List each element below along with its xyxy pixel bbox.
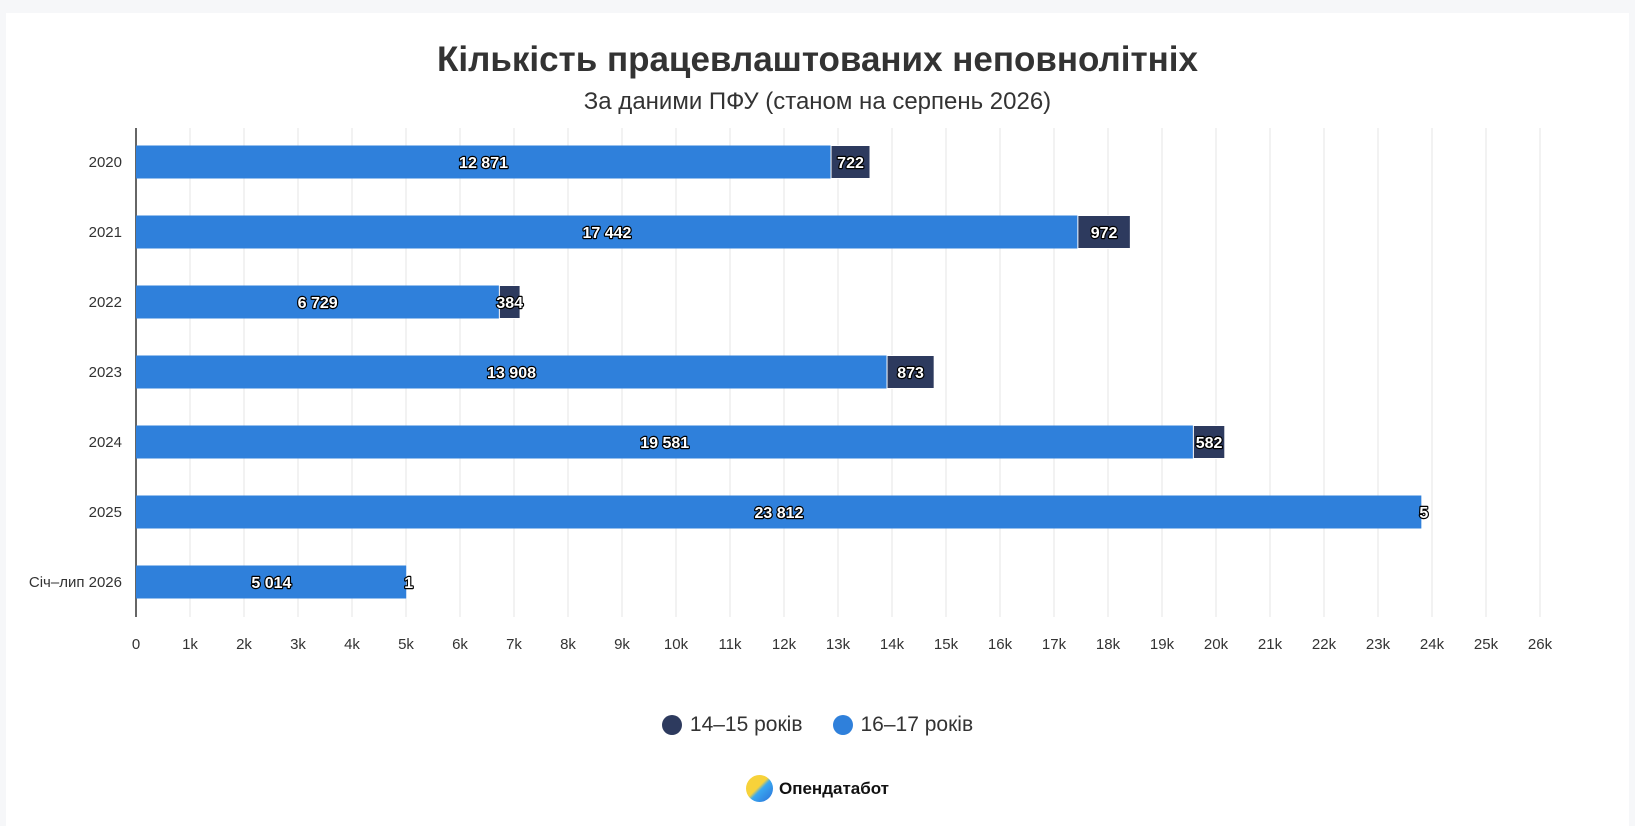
legend-marker-14-15	[661, 715, 682, 735]
chart-title: Кількість працевлаштованих неповнолітніх	[437, 40, 1198, 79]
data-label-14-15: 582	[1196, 435, 1223, 452]
data-label-14-15: 722	[837, 155, 864, 172]
bar-16-17	[136, 215, 1078, 249]
data-label-14-15: 972	[1091, 225, 1118, 242]
bar-16-17	[136, 285, 500, 319]
x-tick-label: 24k	[1420, 636, 1445, 653]
data-label-16-17: 12 871	[459, 155, 508, 172]
x-tick-label: 13k	[826, 636, 851, 653]
legend-marker-16-17	[832, 715, 853, 735]
y-category-label: 2021	[89, 224, 122, 241]
legend-item-14-15[interactable]: 14–15 років	[661, 713, 803, 737]
brand-name: Опендатабот	[778, 778, 890, 798]
x-tick-label: 11k	[718, 636, 742, 653]
brand: Опендатабот	[0, 775, 1635, 802]
bar-14-15	[1192, 425, 1226, 459]
x-tick-label: 1k	[182, 636, 198, 653]
brand-logo-icon	[745, 775, 773, 802]
data-label-16-17: 17 442	[582, 225, 631, 242]
x-tick-label: 16k	[988, 636, 1013, 653]
x-tick-label: 7k	[506, 636, 522, 653]
bar-14-15	[886, 355, 935, 389]
data-label-16-17: 5 014	[251, 575, 291, 592]
data-label-16-17: 13 908	[487, 365, 536, 382]
x-tick-label: 19k	[1150, 636, 1175, 653]
x-tick-label: 5k	[398, 636, 414, 653]
data-label-14-15: 873	[897, 365, 924, 382]
x-tick-label: 6k	[452, 636, 468, 653]
x-tick-label: 8k	[560, 636, 576, 653]
x-tick-label: 12k	[772, 636, 797, 653]
x-tick-label: 15k	[934, 636, 959, 653]
x-tick-label: 4k	[344, 636, 360, 653]
x-tick-label: 21k	[1258, 636, 1283, 653]
chart-legend: 14–15 років 16–17 років	[0, 713, 1635, 737]
y-category-label: 2025	[89, 504, 122, 521]
x-tick-label: 22k	[1312, 636, 1337, 653]
bar-16-17	[136, 355, 888, 389]
x-tick-label: 14k	[880, 636, 905, 653]
bar-14-15	[406, 565, 408, 599]
legend-label-14-15: 14–15 років	[689, 713, 803, 736]
y-category-label: 2024	[89, 434, 122, 451]
data-label-14-15: 1	[404, 575, 413, 592]
bar-chart: 0 1k 2k 3k 4k 5k 6k 7k 8k 9k 10k 11k 12k 13k 14k 15k 16k…	[29, 128, 1553, 653]
legend-item-16-17[interactable]: 16–17 років	[832, 713, 974, 737]
x-tick-label: 18k	[1096, 636, 1121, 653]
legend-label-16-17: 16–17 років	[860, 713, 974, 736]
x-tick-label: 2k	[236, 636, 252, 653]
data-label-14-15: 384	[496, 295, 523, 312]
x-tick-label: 10k	[664, 636, 689, 653]
x-tick-label: 26k	[1528, 636, 1553, 653]
x-tick-label: 17k	[1042, 636, 1067, 653]
y-category-label: 2022	[89, 294, 122, 311]
chart-subtitle: За даними ПФУ (станом на серпень 2026)	[583, 88, 1052, 115]
bar-14-15	[498, 285, 521, 319]
x-tick-label: 9k	[614, 636, 630, 653]
x-tick-label: 23k	[1366, 636, 1391, 653]
y-category-label: 2023	[89, 364, 122, 381]
bar-16-17	[136, 145, 832, 179]
y-category-label: Січ–лип 2026	[29, 574, 122, 591]
bar-14-15	[1421, 495, 1423, 529]
x-tick-label: 20k	[1204, 636, 1229, 653]
x-tick-label: 3k	[290, 636, 306, 653]
x-tick-label: 0	[132, 636, 140, 653]
bar-14-15	[830, 145, 871, 179]
y-category-label: 2020	[89, 154, 122, 171]
data-label-16-17: 19 581	[640, 435, 689, 452]
data-label-16-17: 6 729	[298, 295, 338, 312]
bar-16-17	[136, 425, 1194, 459]
data-label-14-15: 5	[1419, 505, 1428, 522]
bar-16-17	[136, 565, 407, 599]
x-tick-label: 25k	[1474, 636, 1499, 653]
bar-14-15	[1077, 215, 1131, 249]
bar-16-17	[136, 495, 1422, 529]
data-label-16-17: 23 812	[754, 505, 803, 522]
